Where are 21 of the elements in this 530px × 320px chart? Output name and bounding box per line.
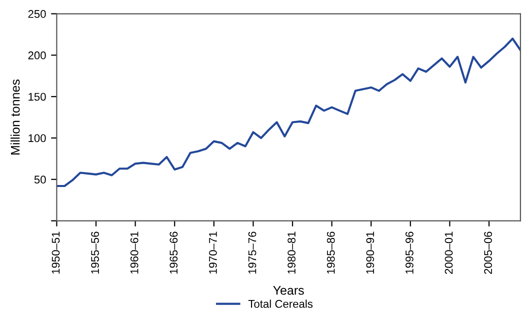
x-tick-label: 1955–56 [91,232,99,274]
x-axis-title: Years [273,286,304,295]
x-tick-label: 2005–06 [484,232,492,274]
x-tick-label: 2000–01 [444,232,453,274]
x-tick-label: 1950–51 [52,232,60,274]
x-tick-label: 1960–61 [130,232,138,274]
y-tick-label: 100 [28,134,46,142]
y-tick-label: 200 [28,51,46,60]
x-tick-label: 1995–96 [406,232,414,274]
x-tick-label: 1975–76 [248,232,256,274]
y-tick-label: 250 [28,10,46,18]
x-tick-label: 1990–91 [366,232,374,274]
y-axis-title: Million tonnes [10,80,20,154]
legend-label: Total Cereals [248,300,313,308]
x-tick-label: 1965–66 [170,232,178,274]
x-tick-label: 1970–71 [209,232,217,274]
y-tick-label: 150 [28,92,46,101]
x-tick-label: 1980–81 [288,232,296,274]
y-tick-label: 50 [34,176,46,184]
x-tick-label: 1985–86 [326,232,335,274]
line-series [56,38,520,188]
